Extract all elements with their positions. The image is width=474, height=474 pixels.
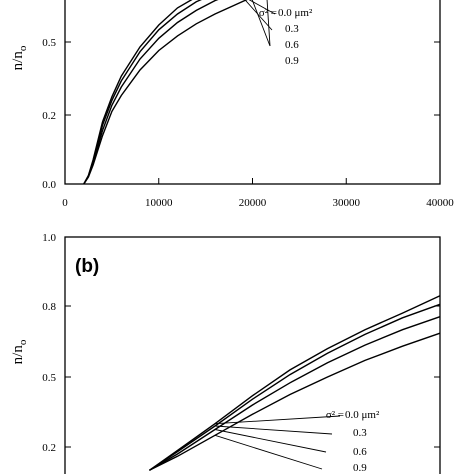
panel-a-frame [64, 0, 441, 185]
panel-a-y-axis-label: n/no [10, 45, 29, 70]
x-tick-label: 10000 [145, 197, 173, 209]
series-line-0 [148, 295, 441, 471]
panel-b-legend-label-1: 0.3 [353, 427, 367, 439]
panel-b-legend-leaders [214, 415, 341, 470]
panel-b: 1.0 0.8 0.5 0.2 (b) σ² = 0.0 μm² 0.3 0.6 0.… [10, 232, 441, 474]
x-tick-label: 30000 [333, 197, 361, 209]
series-line-0 [83, 0, 193, 185]
series-line-2 [83, 0, 219, 185]
legend-leader-0 [214, 415, 341, 425]
panel-b-legend-label-2: 0.6 [353, 446, 367, 458]
x-tick-label: 20000 [239, 197, 267, 209]
panel-b-series [148, 295, 441, 471]
panel-b-legend-prefix: σ² = [326, 409, 344, 421]
y-tick-label: 0.5 [42, 37, 56, 49]
y-tick-label: 0.0 [42, 179, 56, 191]
panel-a-legend-label-1: 0.3 [285, 23, 299, 35]
panel-a-legend-label-3: 0.9 [285, 55, 299, 67]
panel-a-legend-prefix: σ² = [259, 7, 277, 19]
panel-b-legend-label-0: 0.0 μm² [345, 409, 380, 421]
panel-a-legend-label-2: 0.6 [285, 39, 299, 51]
panel-a-series [83, 0, 248, 185]
series-line-1 [149, 303, 441, 471]
y-tick-label: 0.2 [42, 442, 56, 454]
panel-a: 0.0 0.2 0.5 0 10000 20000 30000 40000 σ² = 0.0… [10, 0, 454, 209]
panel-b-y-ticks: 1.0 0.8 0.5 0.2 [42, 232, 440, 454]
y-tick-label: 0.2 [42, 110, 56, 122]
panel-a-legend-label-0: 0.0 μm² [278, 7, 313, 19]
panel-a-y-ticks: 0.0 0.2 0.5 [42, 37, 440, 191]
svg-text:n/no: n/no [10, 45, 29, 70]
panel-b-y-axis-label: n/no [10, 339, 29, 364]
y-tick-label: 1.0 [42, 232, 56, 244]
x-tick-label: 40000 [426, 197, 454, 209]
y-tick-label: 0.5 [42, 372, 56, 384]
panel-b-legend-label-3: 0.9 [353, 462, 367, 474]
legend-leader-3 [266, 0, 271, 47]
legend-leader-2 [251, 0, 271, 47]
panel-a-x-ticks: 0 10000 20000 30000 40000 [62, 178, 454, 209]
series-line-1 [83, 0, 202, 185]
panel-a-legend-leaders [244, 0, 276, 47]
legend-leader-0 [248, 0, 276, 15]
series-line-3 [83, 0, 248, 185]
series-line-2 [149, 316, 441, 471]
y-tick-label: 0.8 [42, 301, 56, 313]
series-line-3 [149, 332, 441, 471]
panel-b-frame [64, 236, 441, 474]
legend-leader-2 [214, 429, 327, 453]
svg-text:n/no: n/no [10, 339, 29, 364]
legend-leader-3 [214, 434, 323, 470]
x-tick-label: 0 [62, 197, 68, 209]
legend-leader-1 [244, 0, 273, 31]
legend-leader-1 [214, 425, 333, 435]
panel-b-label: (b) [75, 256, 99, 277]
